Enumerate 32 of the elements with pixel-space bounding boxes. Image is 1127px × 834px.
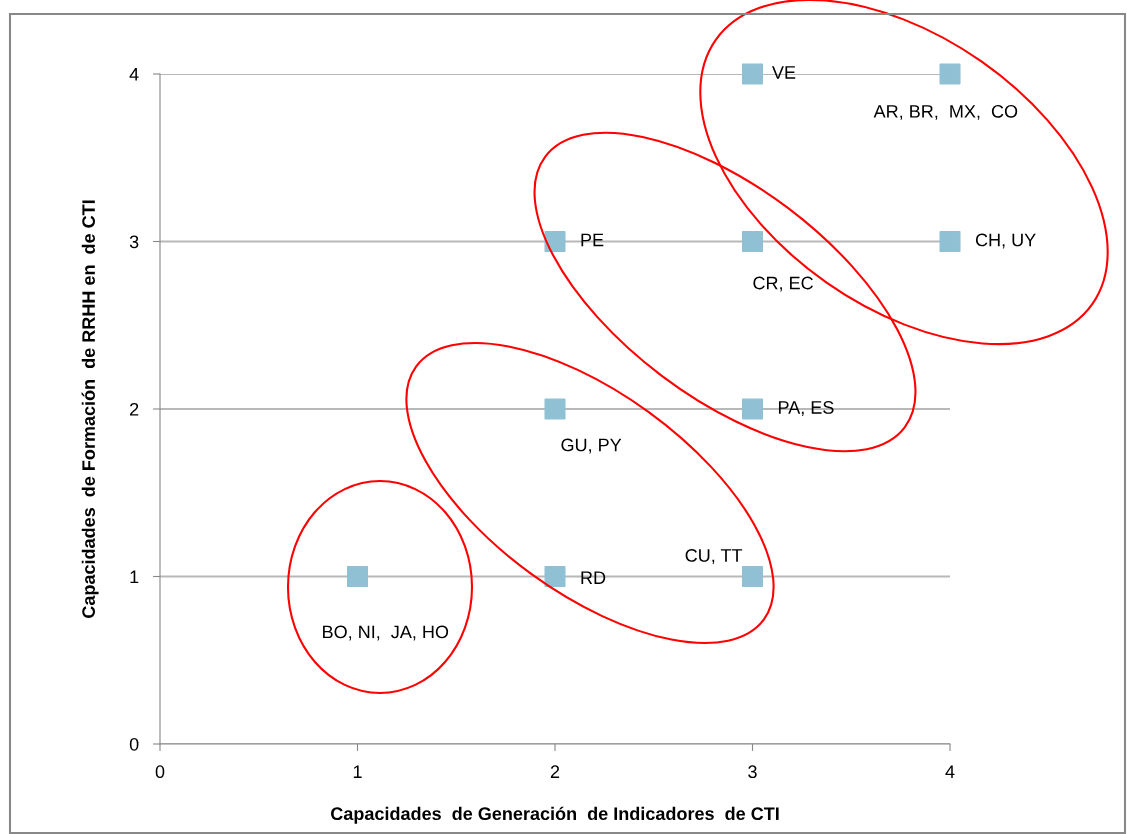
annotation: RD	[581, 571, 606, 584]
point	[741, 398, 764, 420]
y-tick-label: 0	[129, 737, 139, 751]
point	[544, 230, 566, 253]
annotation: GU, PY	[561, 438, 622, 454]
annotation: VE	[772, 66, 796, 79]
point	[544, 565, 566, 588]
y-tick-label: 1	[130, 570, 139, 584]
x-tick-label: 2	[550, 765, 560, 778]
x-tick-label: 4	[945, 765, 955, 778]
annotation: AR, BR, MX, CO	[873, 104, 1018, 120]
annotation: BO, NI, JA, HO	[323, 625, 449, 641]
annotation: CH, UY	[975, 233, 1036, 249]
point	[741, 565, 764, 588]
point	[741, 230, 764, 253]
point	[544, 398, 566, 420]
x-tick-label: 0	[155, 765, 165, 779]
point	[741, 63, 764, 85]
point	[939, 63, 961, 85]
point	[346, 565, 369, 588]
annotation: CU, TT	[685, 549, 743, 564]
annotation: PE	[581, 233, 604, 247]
annotation: CR, EC	[753, 276, 813, 292]
annotation: PA, ES	[778, 401, 834, 416]
x-tick-label: 3	[748, 765, 757, 779]
point	[939, 230, 961, 253]
y-tick-label: 2	[130, 402, 139, 416]
x-axis-title: Capacidades de Generación de Indicadores de CTI	[331, 806, 779, 824]
y-axis-title: Capacidades de Formación de RRHH en de CTI	[81, 200, 99, 618]
x-tick-label: 1	[353, 765, 362, 778]
y-tick-label: 4	[129, 68, 139, 81]
y-tick-label: 3	[129, 235, 139, 249]
